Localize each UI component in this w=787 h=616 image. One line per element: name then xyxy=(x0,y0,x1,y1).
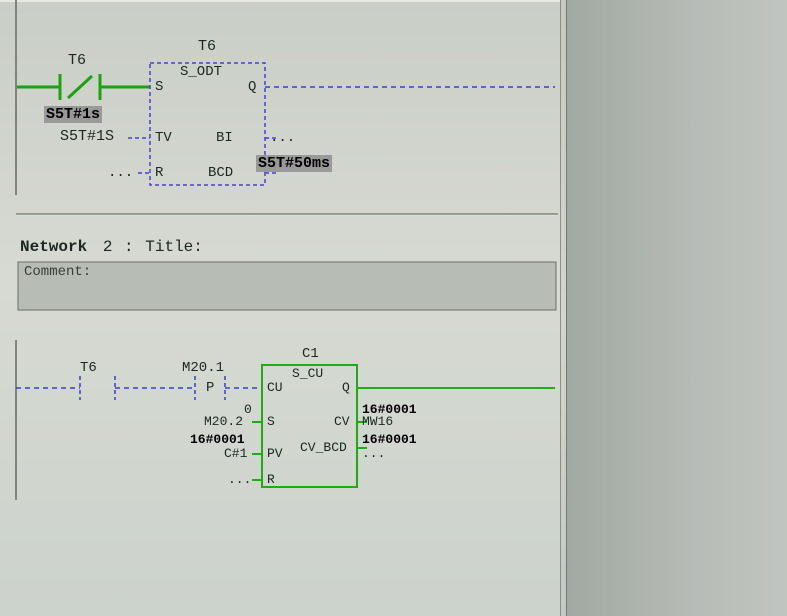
n2-port-cvbcd: CV_BCD xyxy=(300,440,347,455)
n1-contact-label: T6 xyxy=(68,52,86,69)
n2-contact-label: T6 xyxy=(80,360,97,376)
n2-ptrig-address: M20.1 xyxy=(182,360,224,376)
n2-cvbcd-value: ... xyxy=(362,446,385,461)
n2-pv-value: C#1 xyxy=(224,446,247,461)
n2-cv-value: MW16 xyxy=(362,414,393,429)
n2-r-value: ... xyxy=(228,472,251,487)
n2-cvbcd-value-top: 16#0001 xyxy=(362,432,417,447)
plc-editor-canvas: T6 T6 S_ODT S Q TV BI R BCD S5T#1s S5T#1… xyxy=(0,0,787,616)
n1-timer-name: T6 xyxy=(198,38,216,55)
network-label: Network xyxy=(20,238,87,256)
n1-port-r: R xyxy=(155,165,163,181)
n1-block-type: S_ODT xyxy=(180,64,222,80)
n1-port-s: S xyxy=(155,79,163,95)
comment-label[interactable]: Comment: xyxy=(24,264,91,280)
n2-s-value-addr: M20.2 xyxy=(204,414,243,429)
n1-port-bcd: BCD xyxy=(208,165,233,181)
n1-bcd-value: S5T#50ms xyxy=(256,155,332,172)
n1-s-value: S5T#1s xyxy=(44,106,102,123)
n2-s-value-top: 0 xyxy=(244,402,252,417)
n2-port-q: Q xyxy=(342,380,350,395)
n2-port-s: S xyxy=(267,414,275,429)
n1-port-tv: TV xyxy=(155,130,172,146)
n1-port-q: Q xyxy=(248,79,256,95)
n2-block-type: S_CU xyxy=(292,366,323,381)
n2-pv-value-top: 16#0001 xyxy=(190,432,245,447)
n2-port-r: R xyxy=(267,472,275,487)
n1-bi-value: ... xyxy=(270,130,295,146)
network-number: 2 xyxy=(103,238,113,256)
ladder-svg xyxy=(0,0,787,616)
network-title-label: Title: xyxy=(145,238,203,256)
n1-port-bi: BI xyxy=(216,130,233,146)
n1-tv-value: S5T#1S xyxy=(60,128,114,145)
network-header: Network 2 : Title: xyxy=(20,238,203,256)
n2-port-cv: CV xyxy=(334,414,350,429)
n2-counter-name: C1 xyxy=(302,346,319,362)
n1-r-value: ... xyxy=(108,165,133,181)
n2-ptrig-label: P xyxy=(206,380,214,396)
n2-port-pv: PV xyxy=(267,446,283,461)
n2-port-cu: CU xyxy=(267,380,283,395)
